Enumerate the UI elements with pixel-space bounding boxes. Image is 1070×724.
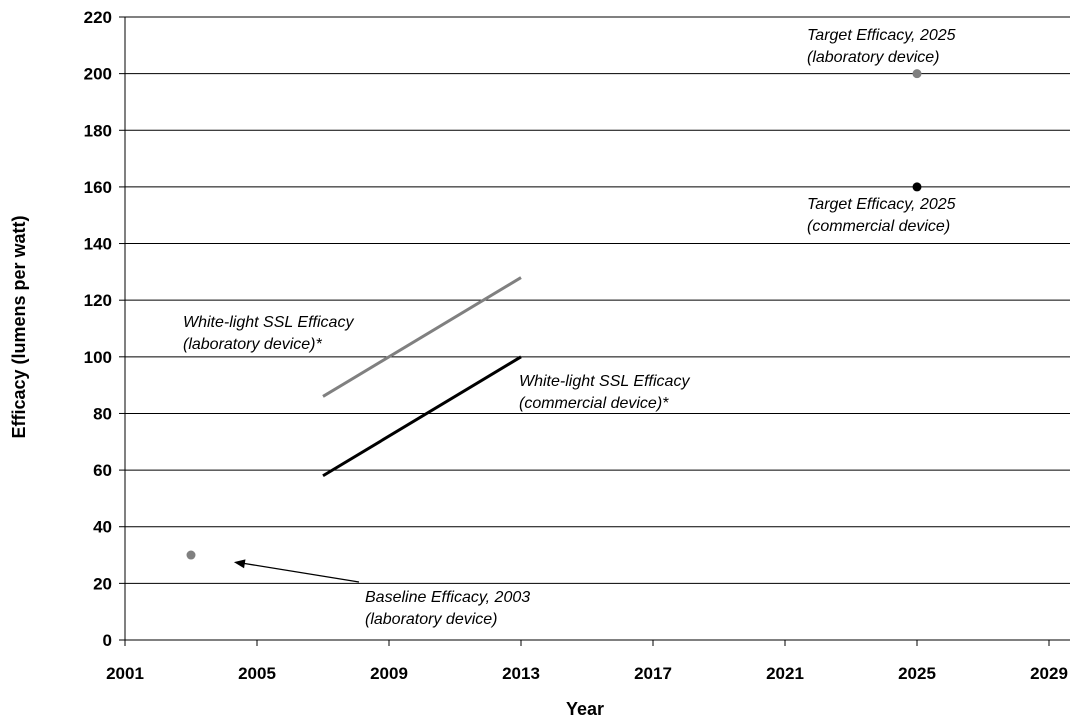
y-tick-label-60: 60 (93, 461, 112, 480)
y-tick-label-140: 140 (84, 235, 112, 254)
gridlines (125, 16, 1070, 584)
annotation-arrow-head (233, 559, 246, 569)
annotation-0-line-1: (laboratory device) (807, 49, 940, 66)
x-tick-label-2013: 2013 (502, 664, 540, 683)
y-tick-label-220: 220 (84, 8, 112, 27)
x-tick-label-2009: 2009 (370, 664, 408, 683)
x-tick-label-2025: 2025 (898, 664, 936, 683)
annotation-arrow-line (239, 562, 360, 583)
y-tick-label-40: 40 (93, 518, 112, 537)
data-point-2-0 (186, 550, 196, 560)
annotation-3-line-1: (commercial device)* (519, 395, 669, 412)
y-tick-label-160: 160 (84, 178, 112, 197)
y-tick-label-100: 100 (84, 348, 112, 367)
axes (119, 16, 1070, 646)
annotation-4-line-0: Baseline Efficacy, 2003 (365, 589, 530, 606)
annotation-4-line-1: (laboratory device) (365, 611, 498, 628)
y-tick-label-0: 0 (103, 631, 112, 650)
x-tick-label-2029: 2029 (1030, 664, 1068, 683)
y-axis-title: Efficacy (lumens per watt) (9, 215, 29, 438)
annotation-2-line-0: White-light SSL Efficacy (183, 314, 354, 331)
x-axis-title: Year (566, 699, 604, 719)
y-tick-label-120: 120 (84, 291, 112, 310)
y-tick-label-180: 180 (84, 121, 112, 140)
annotations: Target Efficacy, 2025 (laboratory device)… (183, 27, 956, 628)
x-tick-label-2005: 2005 (238, 664, 276, 683)
annotation-3-line-0: White-light SSL Efficacy (519, 373, 690, 390)
annotation-2-line-1: (laboratory device)* (183, 336, 323, 353)
data-point-4-0 (912, 182, 922, 192)
tick-labels: 0 20 40 60 80 100 120 140 160 180 200 220 2001 2005 20… (84, 8, 1068, 683)
annotation-0-line-0: Target Efficacy, 2025 (807, 27, 956, 44)
x-tick-label-2021: 2021 (766, 664, 804, 683)
annotation-1-line-1: (commercial device) (807, 218, 950, 235)
x-tick-label-2001: 2001 (106, 664, 144, 683)
series-line-0 (322, 276, 522, 398)
y-tick-label-200: 200 (84, 65, 112, 84)
y-tick-label-20: 20 (93, 574, 112, 593)
data-point-3-0 (912, 69, 922, 79)
series (186, 69, 922, 560)
annotation-1-line-0: Target Efficacy, 2025 (807, 196, 956, 213)
x-tick-label-2017: 2017 (634, 664, 672, 683)
series-line-1 (322, 355, 522, 478)
y-tick-label-80: 80 (93, 404, 112, 423)
